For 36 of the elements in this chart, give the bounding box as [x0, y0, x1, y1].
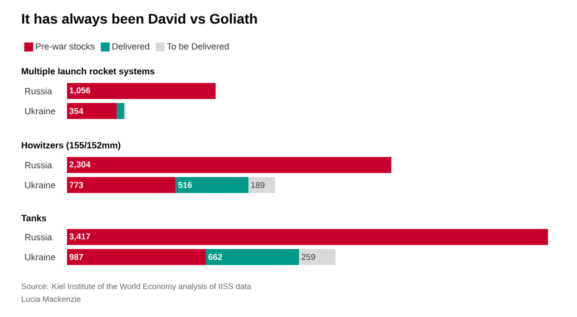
bar	[206, 249, 300, 265]
data-label: 987	[70, 254, 84, 260]
bar	[67, 83, 216, 99]
data-label: 516	[178, 182, 192, 188]
chart-title: It has always been David vs Goliath	[22, 13, 257, 27]
bar	[67, 177, 176, 193]
source-note: Source: Kiel Institute of the World Economy analysis of IISS data	[22, 283, 252, 291]
data-label: 189	[251, 182, 264, 188]
bar	[116, 103, 124, 119]
y-tick-label: Ukraine	[25, 254, 56, 260]
y-tick-label: Russia	[25, 162, 52, 168]
legend-label: Pre-war stocks	[36, 42, 94, 50]
bar	[67, 157, 392, 173]
y-tick-label: Russia	[25, 234, 52, 240]
data-label: 1,056	[70, 87, 90, 95]
data-label: 773	[70, 182, 84, 188]
text: Lucia Mackenzie	[22, 296, 80, 302]
data-label: 3,417	[69, 233, 90, 241]
y-tick-label: Ukraine	[25, 182, 56, 188]
bar	[67, 103, 117, 119]
data-label: 662	[208, 254, 222, 260]
bar	[67, 229, 548, 245]
data-label: 259	[302, 254, 316, 260]
bar	[248, 177, 276, 193]
bar	[67, 249, 206, 265]
bar	[299, 249, 336, 265]
data-label: 354	[69, 108, 84, 114]
legend-label: Delivered	[112, 42, 150, 50]
chart-subtitle: Tanks	[21, 214, 46, 222]
y-tick-label: Ukraine	[25, 108, 56, 114]
chart-subtitle: Multiple launch rocket systems	[22, 68, 154, 76]
legend-label: To be Delivered	[166, 42, 229, 50]
data-label: 2,304	[70, 161, 90, 169]
y-tick-label: Russia	[25, 88, 52, 94]
chart-subtitle: Howitzers (155/152mm)	[22, 142, 120, 150]
bar	[176, 177, 248, 193]
